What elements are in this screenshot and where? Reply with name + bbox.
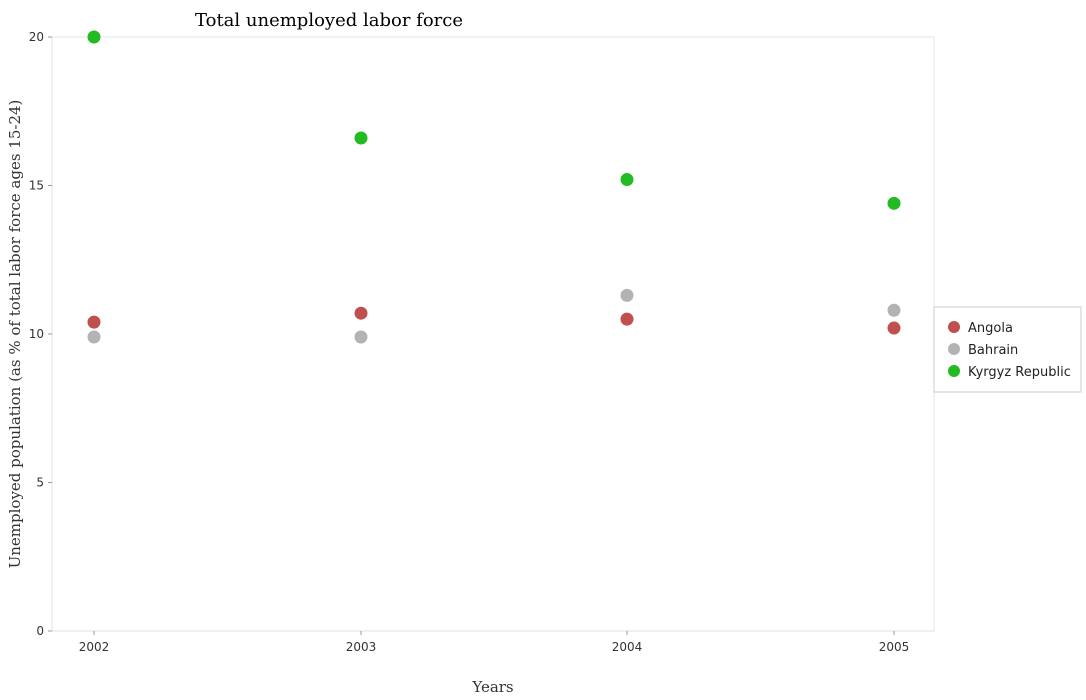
point-kyrgyz-republic-2004: [620, 173, 634, 187]
point-angola-2005: [887, 321, 901, 335]
x-ticks: 2002 2003 2004 2005: [79, 631, 910, 654]
legend-label-angola: Angola: [968, 321, 1013, 336]
point-bahrain-2004: [620, 288, 634, 302]
legend-marker-angola: [948, 321, 960, 333]
point-angola-2003: [354, 306, 368, 320]
legend-marker-kyrgyz-republic: [948, 365, 960, 377]
point-bahrain-2005: [887, 303, 901, 317]
x-tick-label: 2005: [879, 640, 910, 654]
point-kyrgyz-republic-2002: [87, 30, 101, 44]
legend-label-bahrain: Bahrain: [968, 343, 1018, 358]
point-angola-2004: [620, 312, 634, 326]
point-bahrain-2002: [87, 330, 101, 344]
legend: Angola Bahrain Kyrgyz Republic: [933, 306, 1082, 393]
chart-title: Total unemployed labor force: [195, 10, 463, 31]
legend-marker-bahrain: [948, 343, 960, 355]
y-axis-label: Unemployed population (as % of total lab…: [6, 100, 24, 569]
y-tick-label: 5: [36, 476, 44, 490]
y-tick-label: 10: [29, 327, 44, 341]
plot-area: [51, 36, 935, 632]
y-tick-label: 20: [29, 30, 44, 44]
x-tick-label: 2002: [79, 640, 110, 654]
legend-label-kyrgyz-republic: Kyrgyz Republic: [968, 365, 1071, 380]
x-tick-label: 2003: [346, 640, 377, 654]
y-tick-label: 15: [29, 179, 44, 193]
x-axis-label: Years: [471, 678, 513, 696]
y-ticks: 0 5 10 15 20: [29, 30, 52, 638]
x-tick-label: 2004: [612, 640, 643, 654]
data-points: [87, 30, 901, 344]
y-tick-label: 0: [36, 624, 44, 638]
point-kyrgyz-republic-2003: [354, 131, 368, 145]
point-bahrain-2003: [354, 330, 368, 344]
point-angola-2002: [87, 315, 101, 329]
point-kyrgyz-republic-2005: [887, 196, 901, 210]
